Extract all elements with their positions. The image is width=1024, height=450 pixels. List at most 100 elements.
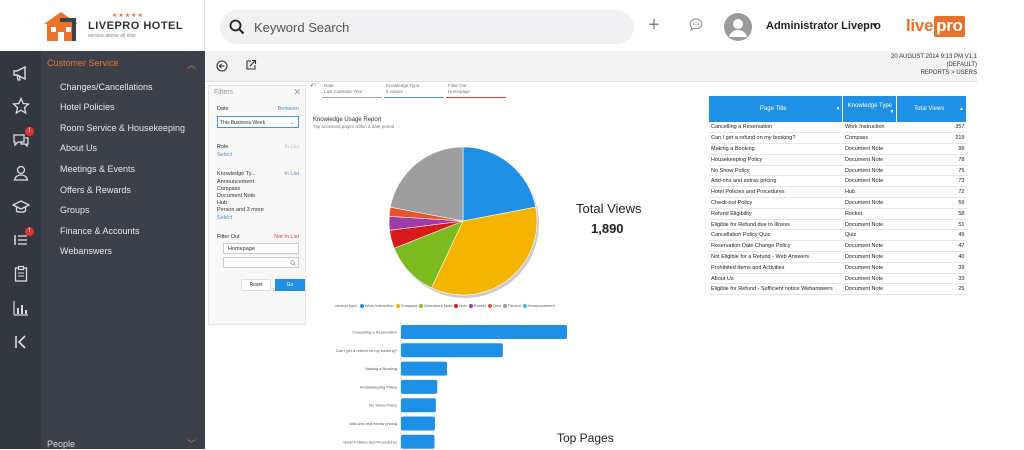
legend-swatch [488, 303, 493, 308]
bar[interactable] [401, 379, 438, 394]
filter-out-mode[interactable]: Not In List [274, 234, 299, 240]
bar[interactable] [401, 398, 436, 413]
pie-chart[interactable] [375, 141, 545, 301]
table-row[interactable]: About Us Document Note 33 [709, 273, 967, 285]
table-row[interactable]: No Show Policy Document Note 75 [709, 165, 967, 177]
sidebar-item-finance-accounts[interactable]: Finance & Accounts [60, 226, 140, 236]
sort-icon: ▲ [959, 106, 964, 112]
sidebar-item-about-us[interactable]: About Us [60, 143, 98, 153]
search-icon[interactable] [290, 260, 296, 266]
filter-out-input[interactable] [223, 257, 299, 268]
user-menu-caret-icon[interactable]: ▼ [871, 21, 879, 30]
table-row[interactable]: Add-ons and extras pricing Document Note 7… [709, 175, 967, 188]
table-row[interactable]: Prohibited Items and Activities Document … [709, 262, 967, 274]
back-icon[interactable] [216, 60, 228, 72]
add-button[interactable]: + [648, 14, 660, 36]
megaphone-icon[interactable] [12, 64, 30, 82]
table-row[interactable]: Eligible for Refund due to Illness Docume… [709, 219, 967, 231]
table-header-total-views[interactable]: Total Views ▲ [896, 96, 967, 122]
avatar[interactable] [724, 13, 752, 41]
top-pages-bar-chart[interactable]: Cancelling a Reservation Can I get a refu… [305, 321, 595, 449]
bar[interactable] [401, 325, 567, 339]
sidebar-item-room-service[interactable]: Room Service & Housekeeping [60, 123, 186, 133]
table-row[interactable]: Not Eligible for a Refund - Web Answers D… [709, 251, 967, 263]
legend-swatch [522, 303, 527, 308]
table-row[interactable]: Eligible for Refund - Sufficient notice … [709, 283, 967, 296]
cell-knowledge-type: Document Note [842, 165, 897, 177]
filter-date-value: This Business Week [220, 120, 266, 126]
cell-knowledge-type: Document Note [842, 273, 897, 285]
filter-summary-bar: ↶ Date Last Calendar Year Knowledge Type 8… [308, 82, 508, 98]
chat-icon[interactable] [12, 131, 30, 149]
cell-page-title: Eligible for Refund due to Illness [709, 219, 843, 231]
pie-slice[interactable] [431, 206, 538, 296]
sidebar-item-meetings-events[interactable]: Meetings & Events [60, 164, 136, 174]
external-link-icon[interactable] [245, 59, 257, 71]
legend-item[interactable]: Quiz [493, 303, 502, 308]
pie-slice[interactable] [389, 146, 464, 222]
table-row[interactable]: Housekeeping Policy Document Note 78 [709, 154, 967, 166]
cell-total-views: 75 [896, 165, 967, 177]
star-icon[interactable] [12, 97, 30, 115]
chevron-up-icon[interactable]: ︿ [187, 60, 197, 70]
fbar-date[interactable]: Date Last Calendar Year [324, 83, 362, 95]
table-row[interactable]: Making a Booking Document Note 99 [709, 143, 967, 155]
undo-icon[interactable]: ↶ [310, 83, 316, 90]
search-input[interactable] [254, 16, 614, 38]
legend-item[interactable]: Work Instruction [364, 303, 394, 308]
filter-role-select-link[interactable]: Select [217, 152, 233, 158]
sidebar-item-changes-cancellations[interactable]: Changes/Cancellations [60, 82, 153, 92]
go-button[interactable]: Go [275, 279, 305, 291]
legend-item[interactable]: Document Note [424, 303, 453, 308]
pie-slice[interactable] [462, 146, 537, 222]
graduation-cap-icon[interactable] [12, 198, 30, 216]
table-row[interactable]: Hotel Policies and Procedures Hub 72 [709, 186, 967, 199]
breadcrumb[interactable]: REPORTS > USERS [920, 70, 977, 76]
bar[interactable] [401, 361, 448, 376]
table-row[interactable]: Refund Eligibility Rocket 58 [709, 208, 967, 220]
table-row[interactable]: Check-out Policy Document Note 59 [709, 197, 967, 209]
legend-item[interactable]: Rocket [473, 303, 487, 308]
filter-ktype-select-link[interactable]: Select [217, 215, 233, 221]
sidebar-section-people[interactable]: People [47, 439, 76, 449]
table-row[interactable]: Cancellation Policy Quiz Quiz 49 [709, 229, 967, 242]
table-header-page-title[interactable]: Page Title ▼ [709, 96, 844, 122]
sidebar-section-title[interactable]: Customer Service [47, 58, 119, 68]
table-row[interactable]: Cancelling a Reservation Work Instruction… [709, 122, 967, 134]
collapse-icon[interactable] [12, 333, 30, 351]
clipboard-icon[interactable] [12, 265, 30, 283]
legend-item[interactable]: Hub [459, 303, 467, 308]
legend-item[interactable]: Person [508, 303, 521, 308]
bar[interactable] [401, 434, 435, 449]
reset-button[interactable]: Reset [241, 279, 271, 291]
table-header-knowledge-type[interactable]: Knowledge Type ▼ [842, 96, 898, 122]
filter-date-select[interactable]: This Business Week ⌄ [217, 116, 299, 128]
cell-total-views: 39 [896, 262, 967, 274]
legend-item[interactable]: Announcement [527, 303, 555, 308]
bar[interactable] [401, 343, 503, 358]
bar[interactable] [401, 416, 435, 431]
filter-role-mode[interactable]: In List [284, 144, 299, 150]
sidebar-item-groups[interactable]: Groups [60, 205, 90, 215]
list-icon[interactable] [12, 231, 30, 249]
filter-date-mode[interactable]: Between [277, 106, 299, 112]
legend-title: version type: [335, 303, 358, 308]
logo-area[interactable]: ★★★★★ LIVEPRO HOTEL service above all el… [0, 0, 205, 51]
chevron-down-icon[interactable]: ﹀ [187, 439, 197, 449]
filter-out-value[interactable]: Homepage [223, 243, 299, 254]
fbar-filterout[interactable]: Filter Out Homepage [448, 83, 470, 95]
close-icon[interactable]: ✕ [293, 87, 301, 97]
messages-icon[interactable] [689, 18, 703, 31]
user-name[interactable]: Administrator Livepro [766, 20, 881, 32]
bar-chart-icon[interactable] [12, 299, 30, 317]
user-icon[interactable] [12, 164, 30, 182]
search-icon[interactable] [229, 19, 245, 35]
table-row[interactable]: Can I get a refund on my booking? Compass… [709, 132, 967, 145]
table-row[interactable]: Reservation Date Change Policy Document N… [709, 240, 967, 253]
filter-ktype-mode[interactable]: In List [284, 171, 299, 177]
sidebar-item-offers-rewards[interactable]: Offers & Rewards [60, 185, 131, 195]
legend-item[interactable]: Compass [400, 303, 418, 308]
sidebar-item-hotel-policies[interactable]: Hotel Policies [60, 102, 115, 112]
fbar-ktype[interactable]: Knowledge Type 8 values [386, 83, 419, 95]
sidebar-item-webanswers[interactable]: Webanswers [60, 246, 112, 256]
